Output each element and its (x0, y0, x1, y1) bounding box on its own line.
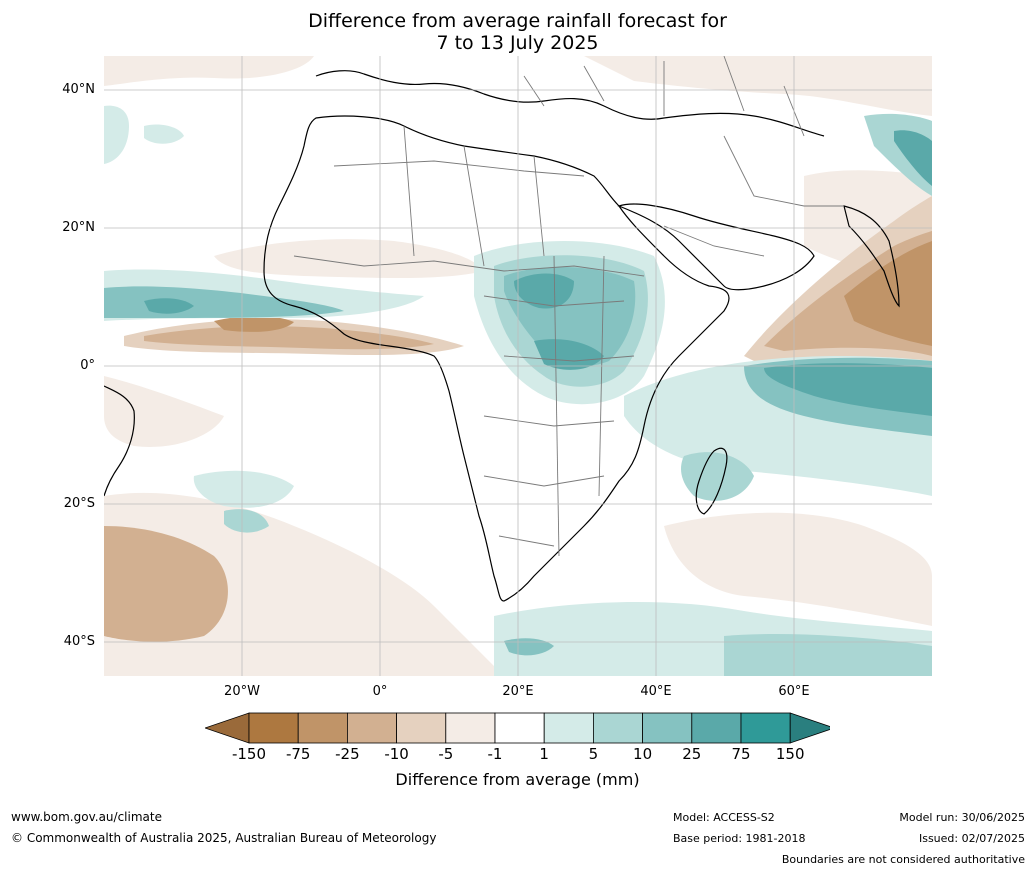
lon-label-20w: 20°W (224, 684, 260, 699)
lon-label-40e: 40°E (640, 684, 672, 699)
border-south-1 (483, 415, 615, 427)
footer-disclaimer: Boundaries are not considered authoritat… (781, 853, 1025, 866)
lon-label-60e: 60°E (778, 684, 810, 699)
colorbar-cell (592, 712, 643, 744)
wet-southern-ocean-mid (724, 634, 932, 676)
map-title-line1: Difference from average rainfall forecas… (308, 10, 727, 32)
footer-url[interactable]: www.bom.gov.au/climate (11, 810, 162, 824)
colorbar-tick-label: -75 (285, 745, 311, 763)
wet-central-africa-core (514, 273, 574, 309)
colorbar-tick-label: 10 (633, 745, 653, 763)
colorbar-tick-label: 5 (588, 745, 599, 763)
colorbar-cell (396, 712, 447, 744)
border-europe (523, 56, 805, 137)
colorbar-cell (494, 712, 545, 744)
dry-light-sahel (214, 239, 484, 279)
wet-congo-core (534, 339, 604, 370)
colorbar-extend-high (789, 712, 830, 744)
border-sahara-4 (533, 155, 545, 257)
colorbar-cell (445, 712, 496, 744)
colorbar-cells (205, 712, 830, 744)
rainfall-map (104, 56, 932, 676)
border-sahara-3 (463, 145, 485, 267)
wet-azores (144, 124, 184, 144)
madagascar-coastline (695, 447, 728, 515)
footer-issued: Issued: 02/07/2025 (918, 832, 1025, 845)
lon-label-0: 0° (372, 684, 388, 699)
wet-indian-ocean-strong (764, 363, 932, 416)
colorbar-cell (642, 712, 693, 744)
wet-north-india-strong (894, 130, 932, 186)
colorbar-tick-label: -1 (487, 745, 503, 763)
colorbar-tick-label: 1 (539, 745, 549, 763)
lat-label-40s: 40°S (63, 634, 95, 649)
dry-light-south-africa-east (664, 512, 932, 626)
colorbar-tick-label: -25 (335, 745, 360, 763)
border-south-2 (483, 475, 605, 487)
lat-label-20n: 20°N (62, 220, 95, 235)
colorbar-tick-label: 25 (682, 745, 702, 763)
rainfall-map-svg (104, 56, 932, 676)
south-america-coastline (104, 385, 135, 497)
wet-atlantic-band-strong (144, 298, 194, 314)
colorbar-extend-low (205, 712, 250, 744)
colorbar-tick-label: -5 (438, 745, 454, 763)
country-borders (293, 56, 844, 557)
border-sahara-2 (403, 125, 415, 257)
wet-madagascar (681, 452, 754, 501)
colorbar-cell (543, 712, 594, 744)
border-middle-east (723, 135, 844, 207)
colorbar-cell (740, 712, 791, 744)
lat-label-0: 0° (80, 358, 95, 373)
border-central-1 (483, 295, 625, 307)
wet-north-atlantic (104, 105, 129, 164)
colorbar-cell (691, 712, 742, 744)
dry-gulf-guinea-mid (144, 326, 434, 350)
colorbar-tick-label: 75 (731, 745, 751, 763)
map-title: Difference from average rainfall forecas… (0, 10, 1035, 54)
colorbar-tick-label: -10 (384, 745, 409, 763)
colorbar-title: Difference from average (mm) (395, 770, 640, 789)
lat-label-40n: 40°N (62, 82, 95, 97)
europe-coastline (315, 70, 825, 137)
dry-arabian-sea-strong (844, 241, 932, 346)
graticule (104, 56, 932, 676)
africa-coastline (263, 115, 730, 602)
lat-label-20s: 20°S (63, 496, 95, 511)
footer-model-run: Model run: 30/06/2025 (899, 811, 1025, 824)
border-arabia (663, 225, 765, 257)
map-title-line2: 7 to 13 July 2025 (436, 32, 599, 54)
border-central-2 (503, 355, 635, 362)
border-vertical-1 (553, 255, 560, 557)
border-sahel (293, 255, 645, 277)
colorbar-cell (248, 712, 299, 744)
colorbar-tick-label: 150 (775, 745, 805, 763)
footer-base-period: Base period: 1981-2018 (673, 832, 806, 845)
dry-light-mediterranean (584, 56, 932, 116)
anomaly-shading (104, 56, 932, 676)
arabia-coastline (617, 203, 815, 291)
wet-southern-ocean-strong (504, 638, 554, 656)
colorbar-cell (297, 712, 348, 744)
colorbar-tick-label: -150 (231, 745, 267, 763)
dry-south-atlantic-mid (104, 526, 228, 642)
colorbar (205, 712, 830, 744)
lon-label-20e: 20°E (502, 684, 534, 699)
border-vertical-2 (598, 255, 605, 497)
colorbar-cell (346, 712, 397, 744)
footer-copyright: © Commonwealth of Australia 2025, Austra… (11, 831, 437, 845)
wet-south-atlantic-light (193, 470, 294, 508)
border-south-3 (498, 535, 555, 547)
wet-south-atlantic-mid (224, 509, 269, 533)
dry-gulf-guinea-strong (214, 315, 294, 332)
dry-light-north-atlantic (104, 56, 314, 86)
border-sahara-1 (333, 160, 585, 177)
footer-model: Model: ACCESS-S2 (673, 811, 775, 824)
